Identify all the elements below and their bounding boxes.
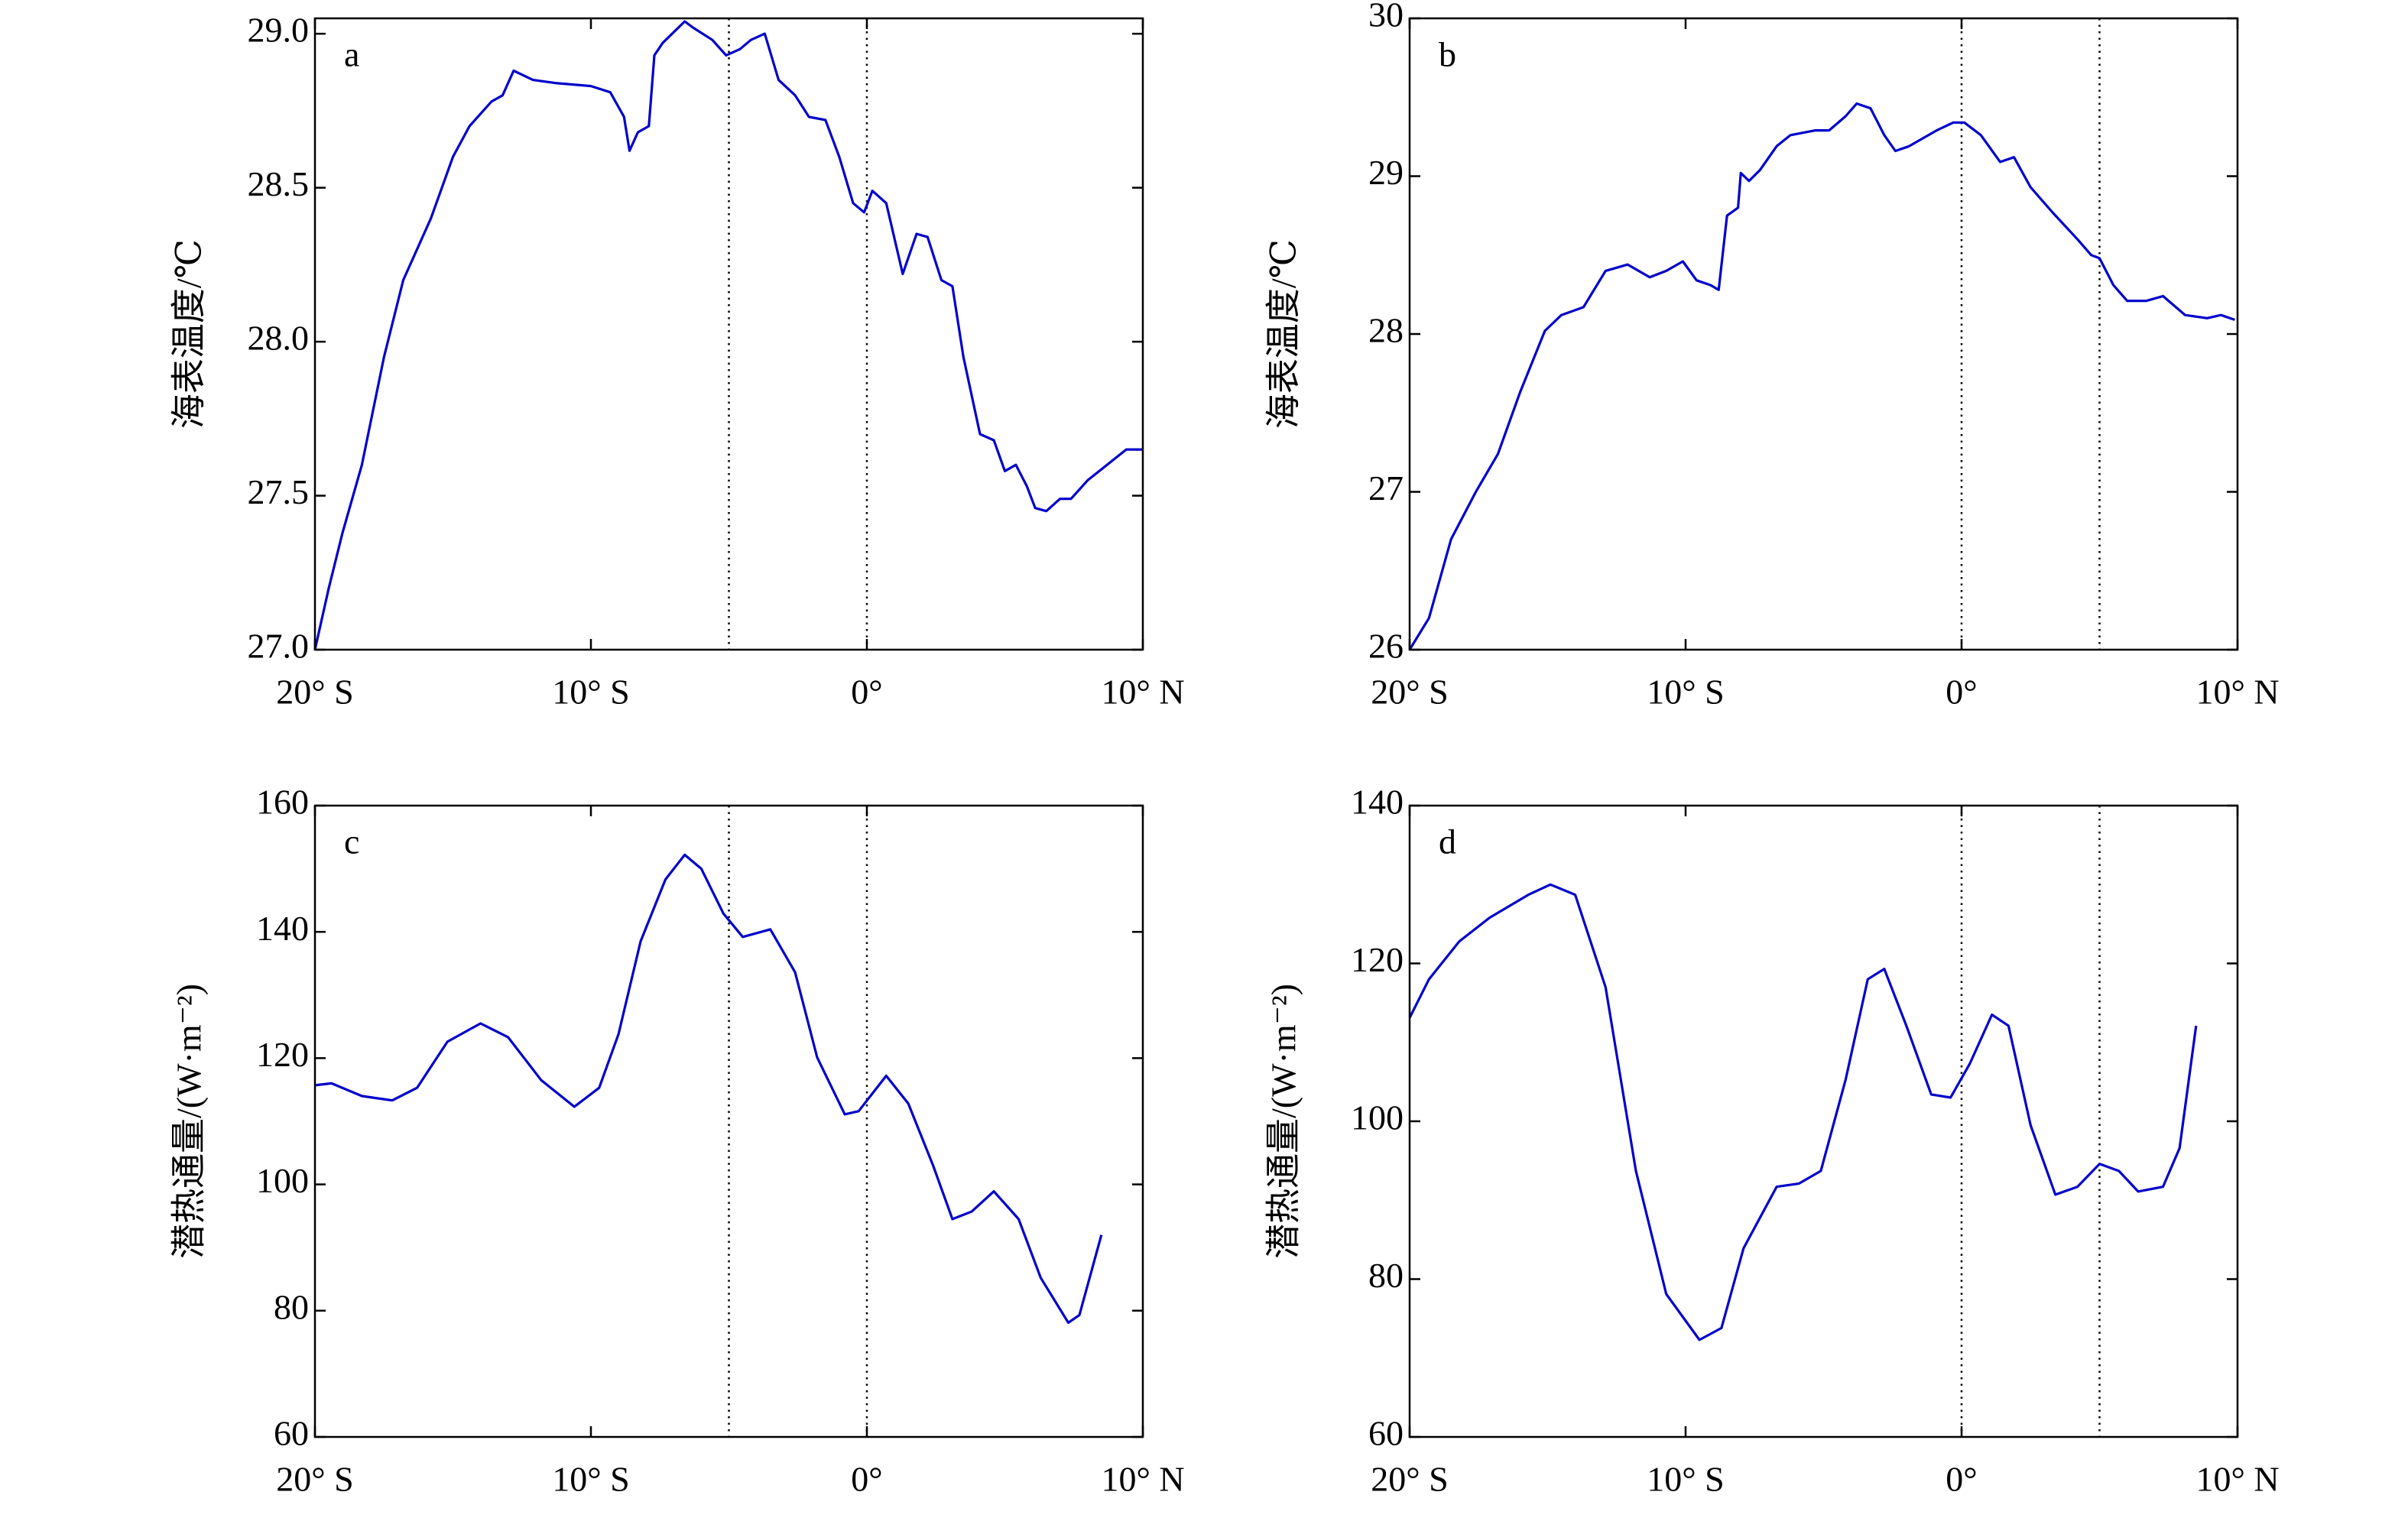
panel: 27.0 27.5 28.0 28.5 29.0 20° S 10° S 0° 10° N 海表温… [170,11,1185,712]
y-tick-label: 120 [256,1035,309,1074]
y-tick-label: 28 [1368,311,1404,350]
axes-frame [313,804,1144,1438]
y-tick-label: 29 [1368,153,1404,192]
x-tick-label: 10° N [2195,1460,2279,1499]
data-line [313,20,1143,650]
x-tick-label: 0° [851,673,882,712]
y-tick-label: 28.0 [248,319,310,358]
y-tick-label: 160 [256,783,309,822]
data-line [314,853,1103,1325]
y-tick-label: 29.0 [248,11,310,50]
x-tick-label: 0° [1946,673,1977,712]
y-tick-label: 140 [1351,783,1404,822]
x-tick-label: 10° N [1101,673,1184,712]
y-tick-label: 28.5 [248,164,310,203]
panel-label: b [1439,35,1456,74]
axes-frame [313,17,1144,651]
x-tick-label: 20° S [276,1460,353,1499]
y-axis-label: 海表温度/℃ [1264,239,1303,429]
y-tick-label: 140 [256,909,309,948]
y-tick-label: 27.5 [248,472,310,511]
y-tick-label: 60 [1368,1414,1404,1453]
y-tick-label: 100 [256,1161,309,1200]
panel: 60 80 100 120 140 160 20° S 10° S 0° 10° N 潜热通量/(W… [170,783,1185,1499]
y-axis-label: 海表温度/℃ [170,239,209,429]
y-tick-label: 80 [1368,1256,1404,1295]
x-tick-label: 20° S [1371,673,1448,712]
x-tick-label: 0° [1946,1460,1977,1499]
y-tick-label: 30 [1368,0,1404,34]
y-axis-label: 潜热通量/(W·m⁻²) [170,984,209,1259]
panel-label: d [1439,822,1456,861]
y-tick-label: 100 [1351,1098,1404,1137]
axes-frame [1408,804,2239,1438]
panel: 26 27 28 29 30 20° S 10° S 0° 10° N 海表温度/℃ b [1264,0,2280,712]
panel-label: a [344,35,359,74]
axes-frame [1408,17,2239,651]
y-tick-label: 27.0 [248,627,310,666]
panel: 60 80 100 120 140 20° S 10° S 0° 10° N 潜热通量/(W·m⁻… [1264,783,2280,1499]
y-tick-label: 120 [1351,940,1404,979]
x-tick-label: 20° S [276,673,353,712]
y-tick-label: 26 [1368,627,1404,666]
x-tick-label: 0° [851,1460,882,1499]
y-axis-label: 潜热通量/(W·m⁻²) [1264,984,1303,1259]
data-line [1408,883,2198,1341]
y-tick-label: 27 [1368,469,1404,508]
panel-label: c [344,822,359,861]
x-tick-label: 10° S [552,1460,629,1499]
y-tick-label: 60 [274,1414,309,1453]
x-tick-label: 10° S [1647,1460,1724,1499]
x-tick-label: 10° S [1647,673,1724,712]
x-tick-label: 20° S [1371,1460,1448,1499]
x-tick-label: 10° S [552,673,629,712]
x-tick-label: 10° N [1101,1460,1184,1499]
y-tick-label: 80 [274,1287,309,1326]
x-tick-label: 10° N [2195,673,2279,712]
data-line [1408,102,2235,650]
